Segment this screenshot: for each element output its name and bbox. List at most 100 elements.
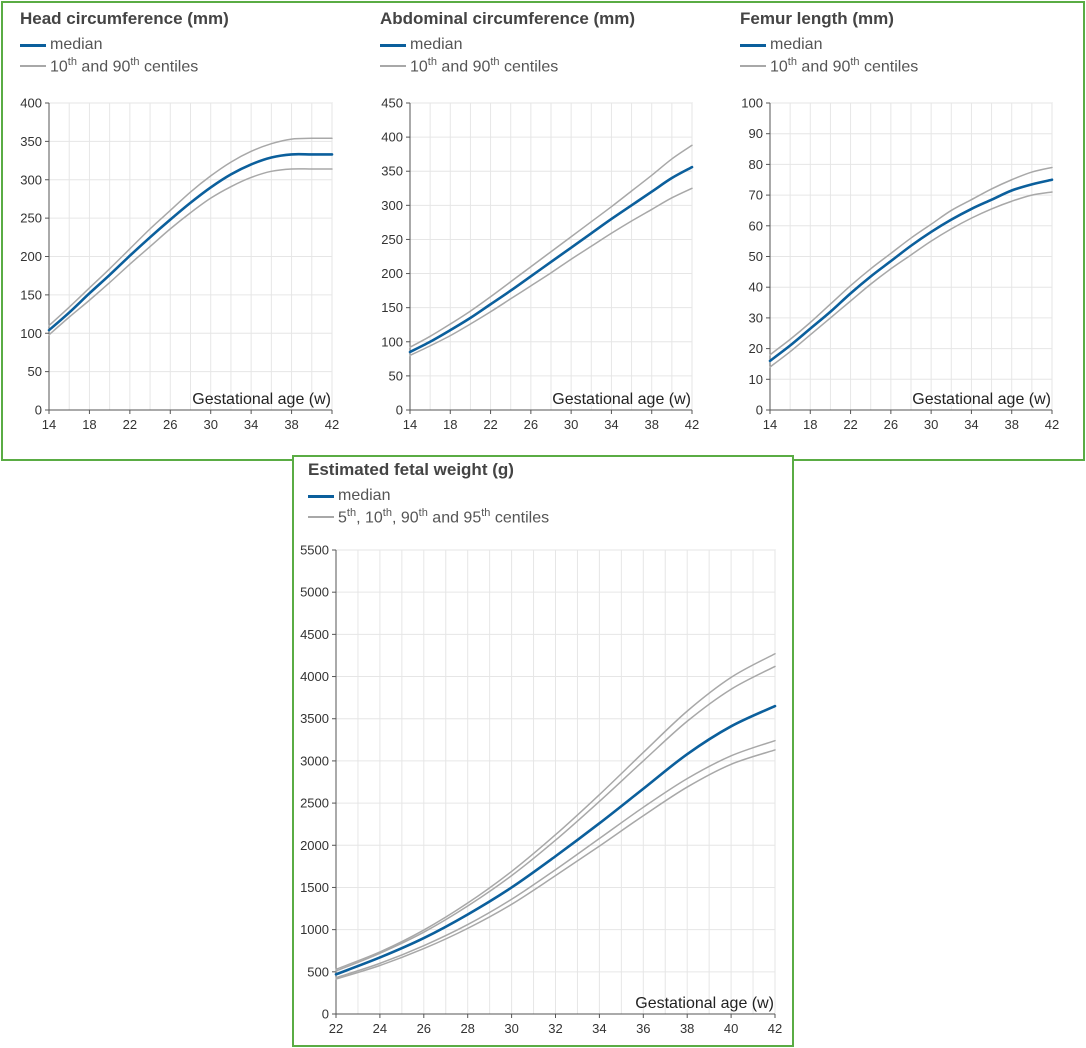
y-tick-label: 300 bbox=[381, 198, 403, 213]
x-tick-label: 38 bbox=[284, 417, 298, 432]
series-line-10th bbox=[769, 191, 1053, 368]
x-tick-label: 42 bbox=[1045, 417, 1059, 432]
legend-centile-label: 10th and 90th centiles bbox=[410, 56, 559, 76]
series-line-median bbox=[334, 704, 777, 976]
x-tick-label: 14 bbox=[42, 417, 56, 432]
x-tick-label: 26 bbox=[417, 1021, 431, 1036]
x-tick-label: 40 bbox=[724, 1021, 738, 1036]
y-tick-label: 5500 bbox=[300, 543, 329, 558]
x-tick-label: 26 bbox=[524, 417, 538, 432]
x-tick-label: 14 bbox=[403, 417, 417, 432]
series-line-90th bbox=[409, 144, 693, 348]
y-tick-label: 30 bbox=[749, 310, 763, 325]
x-tick-label: 26 bbox=[884, 417, 898, 432]
legend-centile-swatch bbox=[308, 516, 334, 519]
y-tick-label: 60 bbox=[749, 218, 763, 233]
legend-centile-swatch bbox=[380, 65, 406, 68]
series-line-90th bbox=[335, 665, 776, 972]
x-axis-title: Gestational age (w) bbox=[912, 391, 1051, 408]
x-tick-label: 38 bbox=[644, 417, 658, 432]
x-tick-label: 30 bbox=[564, 417, 578, 432]
y-tick-label: 0 bbox=[322, 1007, 329, 1022]
y-tick-label: 4000 bbox=[300, 669, 329, 684]
y-tick-label: 250 bbox=[381, 232, 403, 247]
x-tick-label: 30 bbox=[924, 417, 938, 432]
x-axis-title: Gestational age (w) bbox=[192, 391, 331, 408]
x-tick-label: 24 bbox=[373, 1021, 387, 1036]
hc-chart-svg: 0 50 100 150 200 250 300 350 400 14 18 22 26 30 34 38 42… bbox=[20, 96, 339, 433]
legend-median-label: median bbox=[338, 487, 391, 504]
efw-chart-svg: 0 500 1000 1500 2000 2500 3000 3500 4000 4500 5000… bbox=[300, 543, 782, 1037]
y-tick-label: 1500 bbox=[300, 880, 329, 895]
x-tick-label: 34 bbox=[592, 1021, 606, 1036]
y-tick-label: 100 bbox=[741, 96, 763, 111]
x-tick-label: 28 bbox=[460, 1021, 474, 1036]
efw-chart-title: Estimated fetal weight (g) bbox=[308, 460, 514, 479]
y-tick-label: 2500 bbox=[300, 796, 329, 811]
y-tick-label: 10 bbox=[749, 372, 763, 387]
series-line-median bbox=[768, 178, 1054, 363]
legend-median-label: median bbox=[410, 36, 463, 53]
x-tick-label: 30 bbox=[203, 417, 217, 432]
legend-centile-swatch bbox=[20, 65, 46, 68]
x-tick-label: 42 bbox=[685, 417, 699, 432]
legend-centile-label: 5th, 10th, 90th and 95th centiles bbox=[338, 507, 550, 527]
y-tick-label: 80 bbox=[749, 157, 763, 172]
y-tick-label: 4500 bbox=[300, 627, 329, 642]
x-axis-title: Gestational age (w) bbox=[635, 995, 774, 1012]
x-tick-label: 38 bbox=[680, 1021, 694, 1036]
series-line-90th bbox=[48, 137, 333, 327]
series-line-90th bbox=[769, 166, 1053, 356]
series-line-10th bbox=[335, 739, 776, 979]
y-tick-label: 0 bbox=[35, 403, 42, 418]
hc-chart-title: Head circumference (mm) bbox=[20, 9, 229, 28]
series-line-95th bbox=[335, 653, 776, 971]
fl-legend-median: median bbox=[740, 36, 822, 54]
x-tick-label: 14 bbox=[763, 417, 777, 432]
y-tick-label: 200 bbox=[20, 249, 42, 264]
y-tick-label: 2000 bbox=[300, 838, 329, 853]
hc-legend-median: median bbox=[20, 36, 102, 54]
x-tick-label: 36 bbox=[636, 1021, 650, 1036]
y-tick-label: 150 bbox=[381, 300, 403, 315]
x-tick-label: 22 bbox=[123, 417, 137, 432]
legend-median-swatch bbox=[20, 43, 46, 47]
legend-centile-swatch bbox=[740, 65, 766, 68]
x-tick-label: 26 bbox=[163, 417, 177, 432]
legend-median-swatch bbox=[740, 43, 766, 47]
series-line-10th bbox=[409, 187, 693, 357]
x-tick-label: 38 bbox=[1004, 417, 1018, 432]
ac-legend-centiles: 10th and 90th centiles bbox=[380, 56, 558, 76]
y-tick-label: 90 bbox=[749, 126, 763, 141]
legend-centile-label: 10th and 90th centiles bbox=[770, 56, 919, 76]
y-tick-label: 400 bbox=[381, 130, 403, 145]
series-line-median bbox=[47, 152, 334, 332]
y-tick-label: 20 bbox=[749, 341, 763, 356]
fl-chart-title: Femur length (mm) bbox=[740, 9, 894, 28]
y-tick-label: 50 bbox=[28, 364, 42, 379]
series-line-10th bbox=[48, 168, 333, 336]
y-tick-label: 5000 bbox=[300, 585, 329, 600]
y-tick-label: 350 bbox=[20, 134, 42, 149]
x-tick-label: 18 bbox=[82, 417, 96, 432]
y-tick-label: 3500 bbox=[300, 711, 329, 726]
y-tick-label: 450 bbox=[381, 96, 403, 111]
x-tick-label: 34 bbox=[964, 417, 978, 432]
fl-legend-centiles: 10th and 90th centiles bbox=[740, 56, 918, 76]
y-tick-label: 0 bbox=[396, 403, 403, 418]
x-tick-label: 34 bbox=[244, 417, 258, 432]
x-tick-label: 18 bbox=[443, 417, 457, 432]
x-tick-label: 34 bbox=[604, 417, 618, 432]
y-tick-label: 50 bbox=[389, 368, 403, 383]
x-tick-label: 42 bbox=[768, 1021, 782, 1036]
efw-legend-median: median bbox=[308, 487, 390, 505]
y-tick-label: 400 bbox=[20, 96, 42, 111]
x-axis-title: Gestational age (w) bbox=[552, 391, 691, 408]
x-tick-label: 42 bbox=[325, 417, 339, 432]
x-tick-label: 22 bbox=[483, 417, 497, 432]
y-tick-label: 40 bbox=[749, 280, 763, 295]
y-tick-label: 100 bbox=[381, 334, 403, 349]
hc-legend-centiles: 10th and 90th centiles bbox=[20, 56, 198, 76]
x-tick-label: 32 bbox=[548, 1021, 562, 1036]
y-tick-label: 3000 bbox=[300, 753, 329, 768]
